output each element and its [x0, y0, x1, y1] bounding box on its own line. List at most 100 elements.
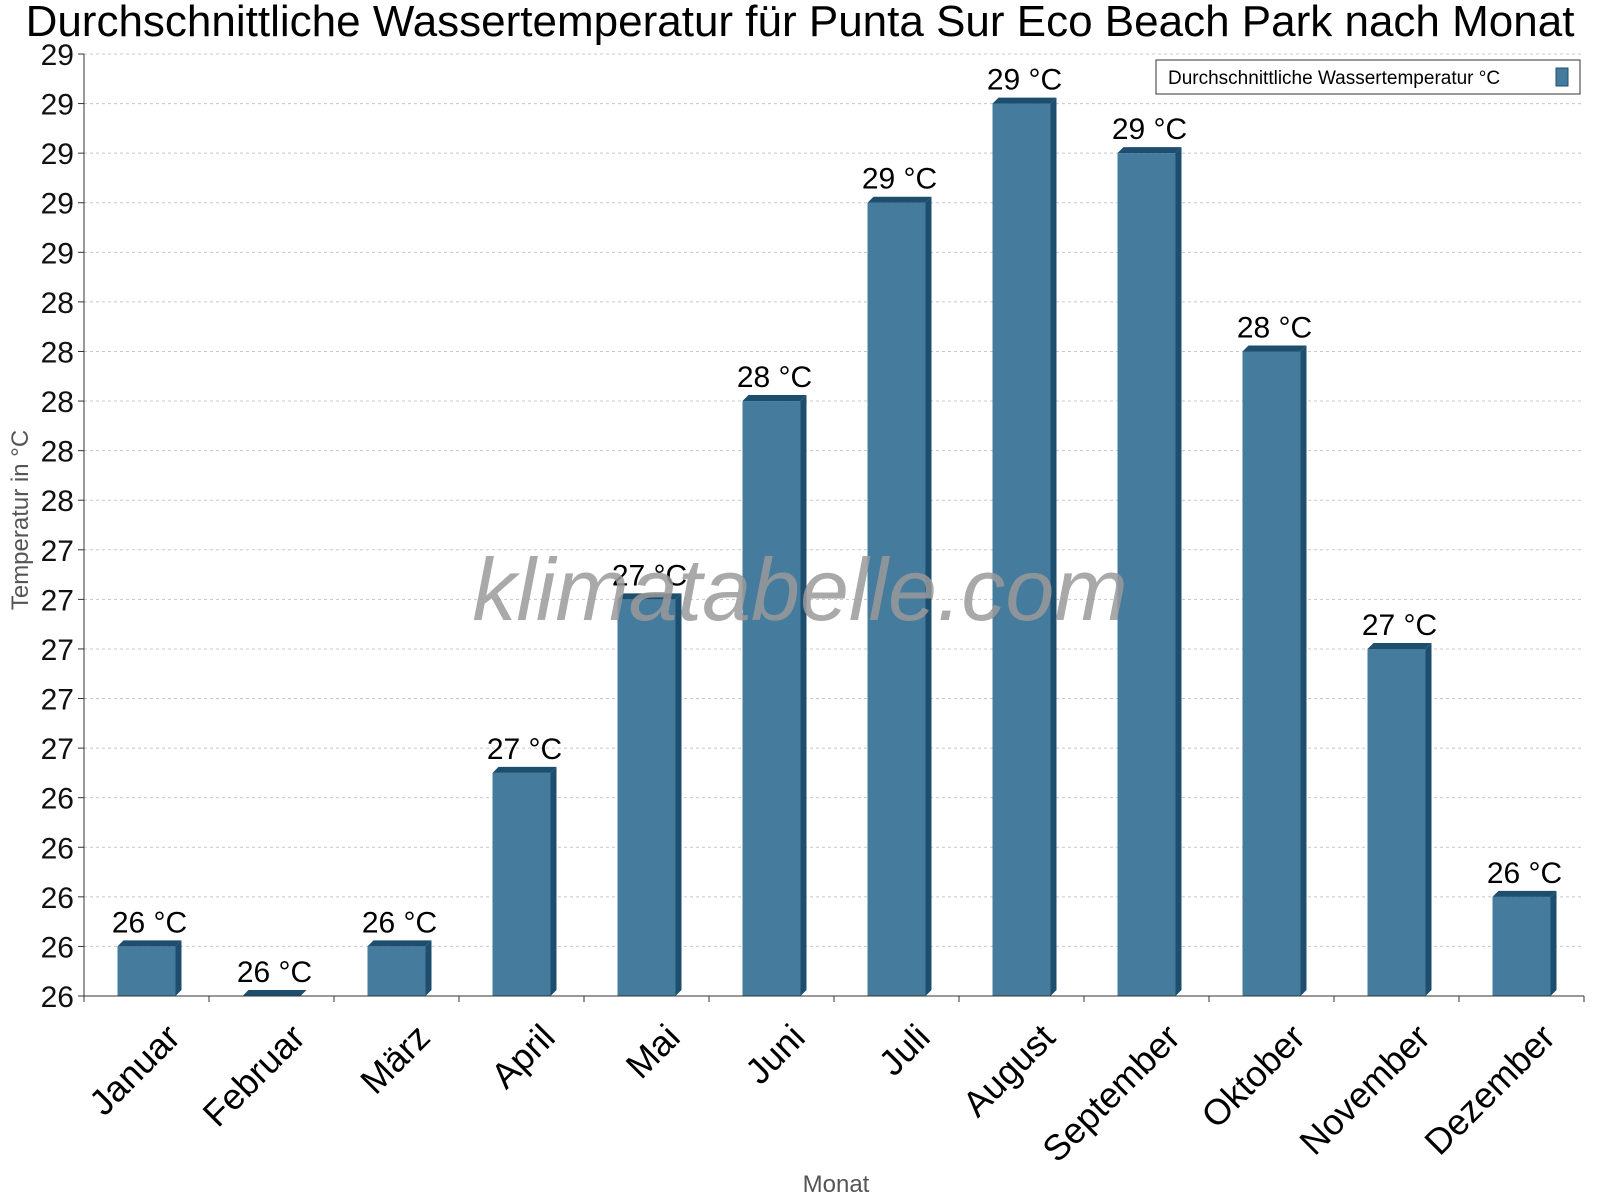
bar-top [1117, 147, 1182, 154]
chart-title: Durchschnittliche Wassertemperatur für P… [26, 0, 1575, 46]
x-tick-label: August [954, 1016, 1062, 1124]
y-tick-label: 29 [41, 237, 74, 270]
bar-side [800, 395, 807, 997]
legend: Durchschnittliche Wassertemperatur °C [1155, 59, 1581, 95]
x-tick-label: März [352, 1016, 438, 1102]
y-tick-label: 27 [41, 584, 74, 617]
bar-side [1050, 97, 1057, 996]
y-tick-label: 27 [41, 634, 74, 667]
y-tick-label: 27 [41, 733, 74, 766]
y-tick-label: 28 [41, 336, 74, 369]
data-label: 26 °C [1487, 857, 1562, 890]
data-label: 29 °C [1112, 113, 1187, 146]
gridlines [84, 53, 1584, 947]
bar-märz [367, 940, 432, 996]
bar-dezember [1492, 890, 1557, 996]
x-tick-label: Juli [871, 1016, 938, 1083]
y-tick-label: 29 [41, 89, 74, 122]
bar-top [742, 395, 807, 402]
bar-face [1242, 351, 1301, 996]
bar-top [367, 940, 432, 947]
bar-face [617, 599, 676, 996]
y-axis-title: Temperatur in °C [7, 430, 34, 610]
bar-face [742, 401, 801, 997]
legend-label: Durchschnittliche Wassertemperatur °C [1168, 68, 1500, 89]
bar-side [925, 196, 932, 997]
bar-side [1300, 345, 1307, 996]
bar-face [1117, 153, 1176, 996]
y-tick-label: 26 [41, 981, 74, 1014]
data-label: 27 °C [487, 733, 562, 766]
x-tick-label: Mai [618, 1016, 688, 1086]
bar-side [425, 940, 432, 996]
bar-side [1175, 147, 1182, 996]
y-tick-label: 28 [41, 485, 74, 518]
bar-side [175, 940, 182, 996]
x-tick-label: April [483, 1016, 563, 1096]
y-tick-label: 26 [41, 832, 74, 865]
bar-side [675, 593, 682, 996]
bar-juni [742, 395, 807, 997]
data-label: 29 °C [862, 163, 937, 196]
data-label: 26 °C [237, 956, 312, 989]
legend-swatch [1555, 67, 1569, 87]
data-labels: 26 °C 26 °C 26 °C 27 °C 27 °C 28 °C 29 °C 29 °C… [112, 64, 1562, 989]
y-tick-label: 26 [41, 882, 74, 915]
bar-november [1367, 642, 1432, 996]
bar-face [1367, 648, 1426, 996]
data-label: 29 °C [987, 64, 1062, 97]
data-label: 27 °C [1362, 609, 1437, 642]
x-axis: Januar Februar März April Mai Juni Juli AugustS… [81, 995, 1585, 1170]
data-label: 28 °C [1237, 311, 1312, 344]
x-tick-label: Juni [737, 1016, 813, 1092]
bar-februar [242, 990, 307, 996]
x-tick-label: September [1034, 1016, 1188, 1170]
x-axis-title: Monat [803, 1171, 870, 1198]
bar-august [992, 97, 1057, 996]
data-label: 26 °C [112, 906, 187, 939]
bar-top [1367, 642, 1432, 649]
bar-face [867, 202, 926, 997]
bar-top [117, 940, 182, 947]
bar-mai [617, 593, 682, 996]
y-tick-label: 27 [41, 684, 74, 717]
bar-top [242, 990, 307, 996]
x-tick-label: Dezember [1416, 1016, 1562, 1162]
bar-september [1117, 147, 1182, 996]
data-label: 26 °C [362, 906, 437, 939]
bar-oktober [1242, 345, 1307, 996]
bar-juli [867, 196, 932, 997]
y-tick-label: 27 [41, 535, 74, 568]
bar-top [1242, 345, 1307, 352]
legend-box [1155, 59, 1581, 95]
watermark: klimatabelle.com [472, 540, 1127, 639]
bar-side [1425, 642, 1432, 996]
y-tick-label: 28 [41, 436, 74, 469]
y-tick-label: 28 [41, 287, 74, 320]
bar-face [367, 946, 426, 996]
y-axis: 26 26 26 26 26 27 27 27 27 27 28 28 28 28 28 29 29 29 29 29 [41, 39, 85, 1014]
bar-side [1550, 890, 1557, 996]
data-label: 28 °C [737, 361, 812, 394]
y-tick-label: 29 [41, 39, 74, 72]
bar-face [492, 772, 551, 996]
y-tick-label: 26 [41, 783, 74, 816]
bar-top [1492, 890, 1557, 897]
x-tick-label: Oktober [1193, 1016, 1313, 1136]
bar-face [1492, 896, 1551, 996]
bar-top [617, 593, 682, 600]
bar-januar [117, 940, 182, 996]
data-label: 27 °C [612, 559, 687, 592]
bars [117, 97, 1557, 997]
y-tick-label: 29 [41, 138, 74, 171]
x-tick-label: Januar [81, 1016, 188, 1123]
bar-top [992, 97, 1057, 104]
y-tick-label: 28 [41, 386, 74, 419]
bar-face [992, 103, 1051, 996]
bar-top [492, 766, 557, 773]
x-tick-label: Februar [195, 1016, 313, 1134]
bar-face [117, 946, 176, 996]
x-tick-label: November [1291, 1016, 1437, 1162]
bar-april [492, 766, 557, 996]
